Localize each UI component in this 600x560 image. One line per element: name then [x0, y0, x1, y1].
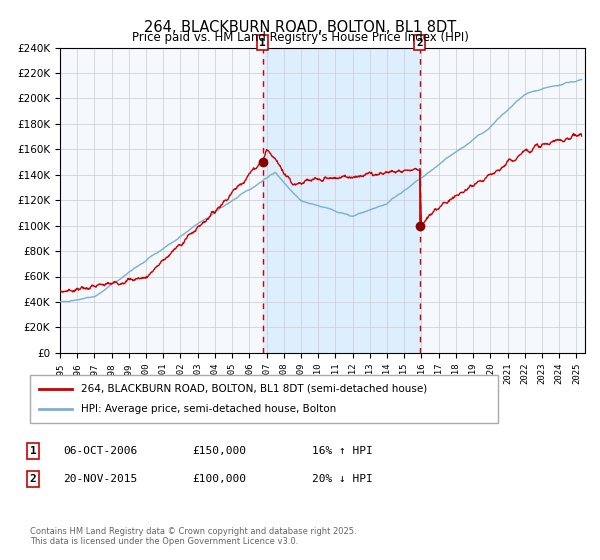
Text: HPI: Average price, semi-detached house, Bolton: HPI: Average price, semi-detached house,…	[82, 404, 337, 414]
Text: Price paid vs. HM Land Registry's House Price Index (HPI): Price paid vs. HM Land Registry's House …	[131, 31, 469, 44]
Text: 06-OCT-2006: 06-OCT-2006	[63, 446, 137, 456]
Text: £150,000: £150,000	[192, 446, 246, 456]
Text: 16% ↑ HPI: 16% ↑ HPI	[312, 446, 373, 456]
Text: 1: 1	[29, 446, 37, 456]
FancyBboxPatch shape	[30, 375, 498, 423]
Bar	[263, 48, 420, 353]
Text: Contains HM Land Registry data © Crown copyright and database right 2025.
This d: Contains HM Land Registry data © Crown c…	[30, 526, 356, 546]
Text: 2: 2	[29, 474, 37, 484]
Text: 2: 2	[416, 38, 423, 48]
Text: 264, BLACKBURN ROAD, BOLTON, BL1 8DT: 264, BLACKBURN ROAD, BOLTON, BL1 8DT	[144, 20, 456, 35]
Text: £100,000: £100,000	[192, 474, 246, 484]
Text: 1: 1	[259, 38, 266, 48]
Text: 264, BLACKBURN ROAD, BOLTON, BL1 8DT (semi-detached house): 264, BLACKBURN ROAD, BOLTON, BL1 8DT (se…	[82, 384, 428, 394]
Text: 20-NOV-2015: 20-NOV-2015	[63, 474, 137, 484]
Text: 20% ↓ HPI: 20% ↓ HPI	[312, 474, 373, 484]
